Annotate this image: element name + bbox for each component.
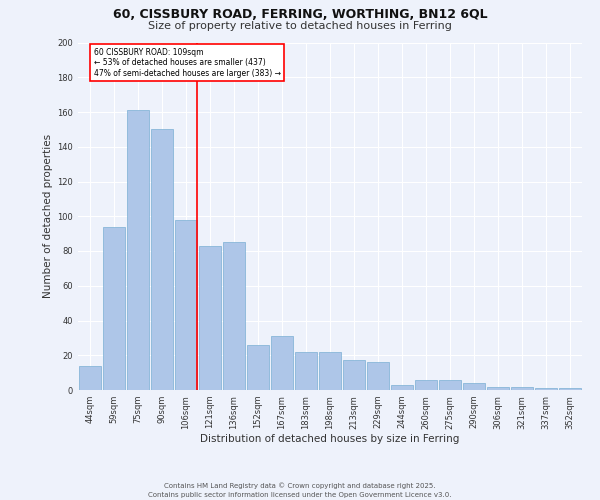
Bar xyxy=(367,362,389,390)
Bar xyxy=(511,386,533,390)
Bar xyxy=(343,360,365,390)
Bar xyxy=(559,388,581,390)
Text: 60 CISSBURY ROAD: 109sqm
← 53% of detached houses are smaller (437)
47% of semi-: 60 CISSBURY ROAD: 109sqm ← 53% of detach… xyxy=(94,48,281,78)
Bar xyxy=(295,352,317,390)
Bar xyxy=(487,386,509,390)
Bar xyxy=(103,226,125,390)
Text: Contains public sector information licensed under the Open Government Licence v3: Contains public sector information licen… xyxy=(148,492,452,498)
Bar xyxy=(127,110,149,390)
Bar xyxy=(535,388,557,390)
Text: 60, CISSBURY ROAD, FERRING, WORTHING, BN12 6QL: 60, CISSBURY ROAD, FERRING, WORTHING, BN… xyxy=(113,8,487,20)
Bar xyxy=(271,336,293,390)
Bar xyxy=(223,242,245,390)
Bar xyxy=(175,220,197,390)
Bar xyxy=(391,385,413,390)
X-axis label: Distribution of detached houses by size in Ferring: Distribution of detached houses by size … xyxy=(200,434,460,444)
Bar xyxy=(415,380,437,390)
Text: Size of property relative to detached houses in Ferring: Size of property relative to detached ho… xyxy=(148,21,452,31)
Text: Contains HM Land Registry data © Crown copyright and database right 2025.: Contains HM Land Registry data © Crown c… xyxy=(164,482,436,489)
Y-axis label: Number of detached properties: Number of detached properties xyxy=(43,134,53,298)
Bar xyxy=(199,246,221,390)
Bar xyxy=(151,130,173,390)
Bar xyxy=(439,380,461,390)
Bar xyxy=(319,352,341,390)
Bar xyxy=(247,345,269,390)
Bar xyxy=(79,366,101,390)
Bar xyxy=(463,383,485,390)
